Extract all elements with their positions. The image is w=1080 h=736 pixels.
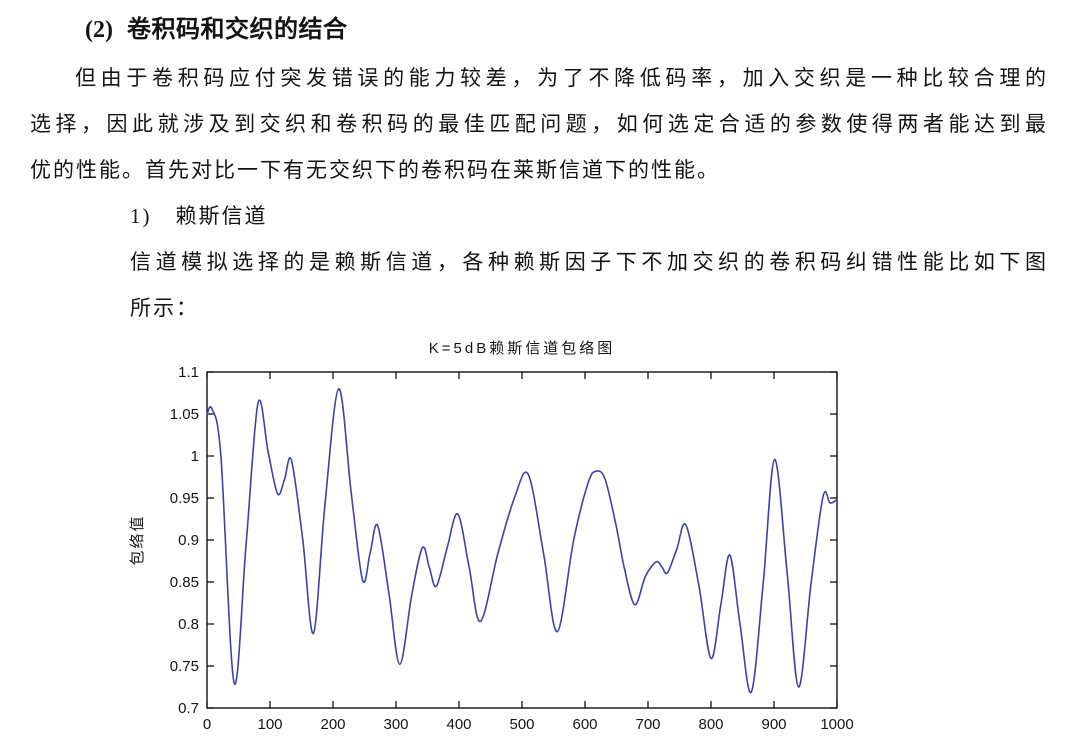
x-tick-label: 700 — [635, 716, 660, 733]
paragraph2-line2: 所示： — [130, 296, 199, 320]
x-tick-label: 300 — [383, 716, 408, 733]
chart-title: K=5dB赖斯信道包络图 — [429, 340, 615, 357]
paragraph2-line1: 信道模拟选择的是赖斯信道，各种赖斯因子下不加交织的卷积码纠错性能比如下图 — [130, 250, 1048, 274]
y-tick-label: 0.95 — [170, 490, 199, 507]
x-tick-label: 500 — [509, 716, 534, 733]
y-tick-label: 0.75 — [170, 658, 199, 675]
plot-box — [206, 371, 838, 709]
x-tick-label: 900 — [761, 716, 786, 733]
x-tick-label: 200 — [320, 716, 345, 733]
envelope-curve — [206, 387, 838, 694]
y-tick-label: 1.05 — [170, 406, 199, 423]
x-tick-label: 800 — [698, 716, 723, 733]
envelope-chart: 0 100 200 300 400 500 600 700 800 900 1000 0.7 0.75 0… — [0, 331, 1080, 736]
paragraph1-line3: 优的性能。首先对比一下有无交织下的卷积码在莱斯信道下的性能。 — [30, 158, 720, 182]
y-tick-label: 0.8 — [178, 616, 199, 633]
y-tick-label: 1.1 — [178, 364, 199, 381]
x-tick-label: 100 — [257, 716, 282, 733]
y-tick-label: 1 — [191, 448, 199, 465]
y-tick-label: 0.7 — [178, 700, 199, 717]
x-tick-label: 1000 — [820, 716, 853, 733]
section-heading: (2) 卷积码和交织的结合 — [85, 13, 1080, 47]
numbered-item: 1) 赖斯信道 — [130, 193, 1048, 239]
x-tick-label: 600 — [572, 716, 597, 733]
paragraph1-line1: 但由于卷积码应付突发错误的能力较差，为了不降低码率，加入交织是一种比较合理的 — [75, 66, 1048, 90]
y-tick-label: 0.85 — [170, 574, 199, 591]
y-axis-label: 包络值 — [129, 514, 146, 565]
x-tick-label: 400 — [446, 716, 471, 733]
paragraph1-line2: 选择，因此就涉及到交织和卷积码的最佳匹配问题，如何选定合适的参数使得两者能达到最 — [30, 112, 1048, 136]
y-tick-label: 0.9 — [178, 532, 199, 549]
numbered-item-text: 赖斯信道 — [175, 204, 268, 228]
heading-number: (2) — [85, 17, 113, 43]
heading-text: 卷积码和交织的结合 — [126, 17, 348, 43]
x-tick-label: 0 — [203, 716, 211, 733]
body-text: 但由于卷积码应付突发错误的能力较差，为了不降低码率，加入交织是一种比较合理的 选… — [0, 55, 1080, 331]
numbered-item-marker: 1) — [130, 204, 152, 228]
envelope-chart-svg: 0 100 200 300 400 500 600 700 800 900 1000 0.7 0.75 0… — [129, 340, 854, 733]
